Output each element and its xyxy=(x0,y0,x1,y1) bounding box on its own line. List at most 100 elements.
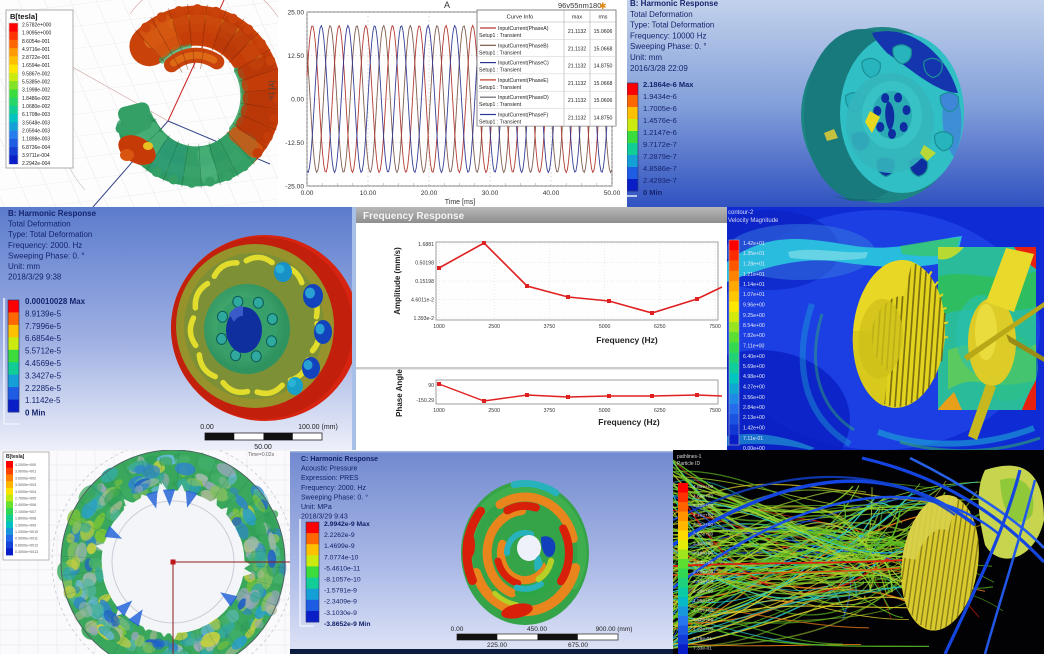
svg-text:2.84e+00: 2.84e+00 xyxy=(743,405,765,411)
svg-text:B[tesla]: B[tesla] xyxy=(10,12,38,21)
svg-text:2.2285e-5: 2.2285e-5 xyxy=(25,384,62,393)
svg-text:InputCurrent(PhaseF): InputCurrent(PhaseF) xyxy=(498,113,548,119)
svg-text:Curve Info: Curve Info xyxy=(507,15,534,21)
svg-text:Acoustic Pressure: Acoustic Pressure xyxy=(301,466,358,473)
svg-text:Type: Total Deformation: Type: Total Deformation xyxy=(8,230,92,239)
svg-text:✱: ✱ xyxy=(599,1,607,11)
svg-text:15.0606: 15.0606 xyxy=(594,29,613,35)
svg-text:1.2147e-6: 1.2147e-6 xyxy=(643,128,677,137)
svg-text:0.9000e+0011: 0.9000e+0011 xyxy=(15,537,38,541)
svg-text:1.71e+00: 1.71e+00 xyxy=(693,608,713,614)
svg-text:1.8486e-002: 1.8486e-002 xyxy=(22,96,50,102)
svg-text:-8.1057e-10: -8.1057e-10 xyxy=(324,577,361,584)
svg-text:9.78e-01: 9.78e-01 xyxy=(693,636,712,642)
svg-text:30.00: 30.00 xyxy=(482,190,499,197)
svg-text:50.00: 50.00 xyxy=(604,190,621,197)
svg-text:4.9716e-001: 4.9716e-001 xyxy=(22,47,50,53)
svg-text:Particle ID: Particle ID xyxy=(677,461,700,467)
svg-text:7500: 7500 xyxy=(709,408,721,414)
svg-text:1.7005e-6: 1.7005e-6 xyxy=(643,104,677,113)
svg-text:-12.50: -12.50 xyxy=(285,140,304,147)
svg-text:20.00: 20.00 xyxy=(421,190,438,197)
svg-text:1.5000e+009: 1.5000e+009 xyxy=(15,523,36,527)
svg-text:14.8750: 14.8750 xyxy=(594,64,613,70)
svg-text:rms: rms xyxy=(599,15,608,21)
svg-text:1.1142e-5: 1.1142e-5 xyxy=(25,396,61,405)
svg-text:1.42e+00: 1.42e+00 xyxy=(743,426,765,432)
svg-text:Unit: mm: Unit: mm xyxy=(630,53,662,62)
svg-text:Y1 [A]: Y1 [A] xyxy=(269,81,276,100)
svg-text:0.00: 0.00 xyxy=(301,190,314,197)
svg-text:7.11e+00: 7.11e+00 xyxy=(743,344,765,350)
svg-text:8.54e+00: 8.54e+00 xyxy=(743,323,765,329)
svg-text:6.1708e-003: 6.1708e-003 xyxy=(22,112,50,118)
svg-text:3.0000e+004: 3.0000e+004 xyxy=(15,490,36,494)
svg-text:2.2262e-9: 2.2262e-9 xyxy=(324,532,355,539)
svg-text:1.8000e+008: 1.8000e+008 xyxy=(15,517,36,521)
svg-text:1.9434e-6: 1.9434e-6 xyxy=(643,92,677,101)
svg-text:Setup1 : Transient: Setup1 : Transient xyxy=(479,85,522,91)
svg-text:4.4569e-5: 4.4569e-5 xyxy=(25,359,62,368)
svg-text:2.20e+00: 2.20e+00 xyxy=(693,589,713,595)
svg-text:2.1864e-6 Max: 2.1864e-6 Max xyxy=(643,80,694,89)
svg-text:-3.8652e-9 Min: -3.8652e-9 Min xyxy=(324,621,370,628)
svg-text:Frequency: 2000. Hz: Frequency: 2000. Hz xyxy=(8,241,82,250)
svg-text:2018/3/29 9:38: 2018/3/29 9:38 xyxy=(8,273,62,282)
svg-text:2.1000e+007: 2.1000e+007 xyxy=(15,510,36,514)
svg-text:Total Deformation: Total Deformation xyxy=(8,220,71,229)
svg-text:Frequency Response: Frequency Response xyxy=(363,211,465,222)
svg-text:1.28e+01: 1.28e+01 xyxy=(743,262,765,268)
svg-text:2.0594e-003: 2.0594e-003 xyxy=(22,128,50,134)
svg-text:3.3000e+003: 3.3000e+003 xyxy=(15,483,36,487)
svg-text:-2.3409e-9: -2.3409e-9 xyxy=(324,599,357,606)
svg-text:5.5385e-002: 5.5385e-002 xyxy=(22,80,50,86)
svg-text:9.7172e-7: 9.7172e-7 xyxy=(643,140,677,149)
svg-text:3.6000e+002: 3.6000e+002 xyxy=(15,476,36,480)
svg-text:96v55nm180: 96v55nm180 xyxy=(558,1,601,10)
svg-text:7.82e+00: 7.82e+00 xyxy=(743,333,765,339)
svg-text:-150.29: -150.29 xyxy=(416,398,434,404)
svg-text:1.2000e+0010: 1.2000e+0010 xyxy=(15,530,38,534)
svg-text:0.6000e+0012: 0.6000e+0012 xyxy=(15,543,38,547)
svg-text:4.2000e+000: 4.2000e+000 xyxy=(15,463,36,467)
svg-text:3.42e+00: 3.42e+00 xyxy=(693,541,713,547)
svg-text:Setup1 : Transient: Setup1 : Transient xyxy=(479,102,522,108)
svg-text:Frequency: 10000 Hz: Frequency: 10000 Hz xyxy=(630,31,707,40)
svg-text:Unit: mm: Unit: mm xyxy=(8,262,40,271)
svg-text:3750: 3750 xyxy=(544,408,556,414)
svg-text:2.44e+00: 2.44e+00 xyxy=(693,579,713,585)
svg-text:7.7996e-5: 7.7996e-5 xyxy=(25,322,62,331)
svg-text:7500: 7500 xyxy=(709,324,721,330)
svg-text:max: max xyxy=(572,15,582,21)
svg-text:1.07e+01: 1.07e+01 xyxy=(743,292,765,298)
svg-text:Frequency (Hz): Frequency (Hz) xyxy=(596,335,658,345)
svg-text:8.6054e-001: 8.6054e-001 xyxy=(22,39,50,45)
svg-text:contour-2: contour-2 xyxy=(728,210,754,216)
svg-text:3.3427e-5: 3.3427e-5 xyxy=(25,371,62,380)
svg-text:7.2879e-7: 7.2879e-7 xyxy=(643,152,677,161)
svg-text:6.8736e-004: 6.8736e-004 xyxy=(22,145,50,151)
svg-text:1.0680e-002: 1.0680e-002 xyxy=(22,104,50,110)
svg-text:9.25e+00: 9.25e+00 xyxy=(743,313,765,319)
svg-text:90: 90 xyxy=(428,383,434,389)
svg-text:4.64e+00: 4.64e+00 xyxy=(693,494,713,500)
svg-text:2.4293e-7: 2.4293e-7 xyxy=(643,176,677,185)
svg-text:-5.4610e-11: -5.4610e-11 xyxy=(324,565,360,572)
svg-text:4.40e+00: 4.40e+00 xyxy=(693,503,713,509)
svg-text:2.69e+00: 2.69e+00 xyxy=(693,570,713,576)
svg-text:3.91e+00: 3.91e+00 xyxy=(693,522,713,528)
svg-text:3750: 3750 xyxy=(544,324,556,330)
svg-text:6.40e+00: 6.40e+00 xyxy=(743,354,765,360)
svg-text:21.1132: 21.1132 xyxy=(568,29,586,35)
svg-text:0.00: 0.00 xyxy=(451,626,464,633)
svg-text:4.86e+00: 4.86e+00 xyxy=(693,484,713,490)
svg-text:675.00: 675.00 xyxy=(568,642,588,649)
svg-text:Setup1 : Transient: Setup1 : Transient xyxy=(479,50,522,56)
svg-text:Velocity Magnitude: Velocity Magnitude xyxy=(728,218,779,224)
svg-text:2.9942e-9 Max: 2.9942e-9 Max xyxy=(324,521,370,528)
svg-text:7.11e-01: 7.11e-01 xyxy=(743,436,763,442)
svg-text:Time [ms]: Time [ms] xyxy=(445,199,476,206)
svg-text:10.00: 10.00 xyxy=(360,190,377,197)
svg-text:InputCurrent(PhaseC): InputCurrent(PhaseC) xyxy=(498,61,549,67)
svg-text:21.1132: 21.1132 xyxy=(568,98,586,104)
